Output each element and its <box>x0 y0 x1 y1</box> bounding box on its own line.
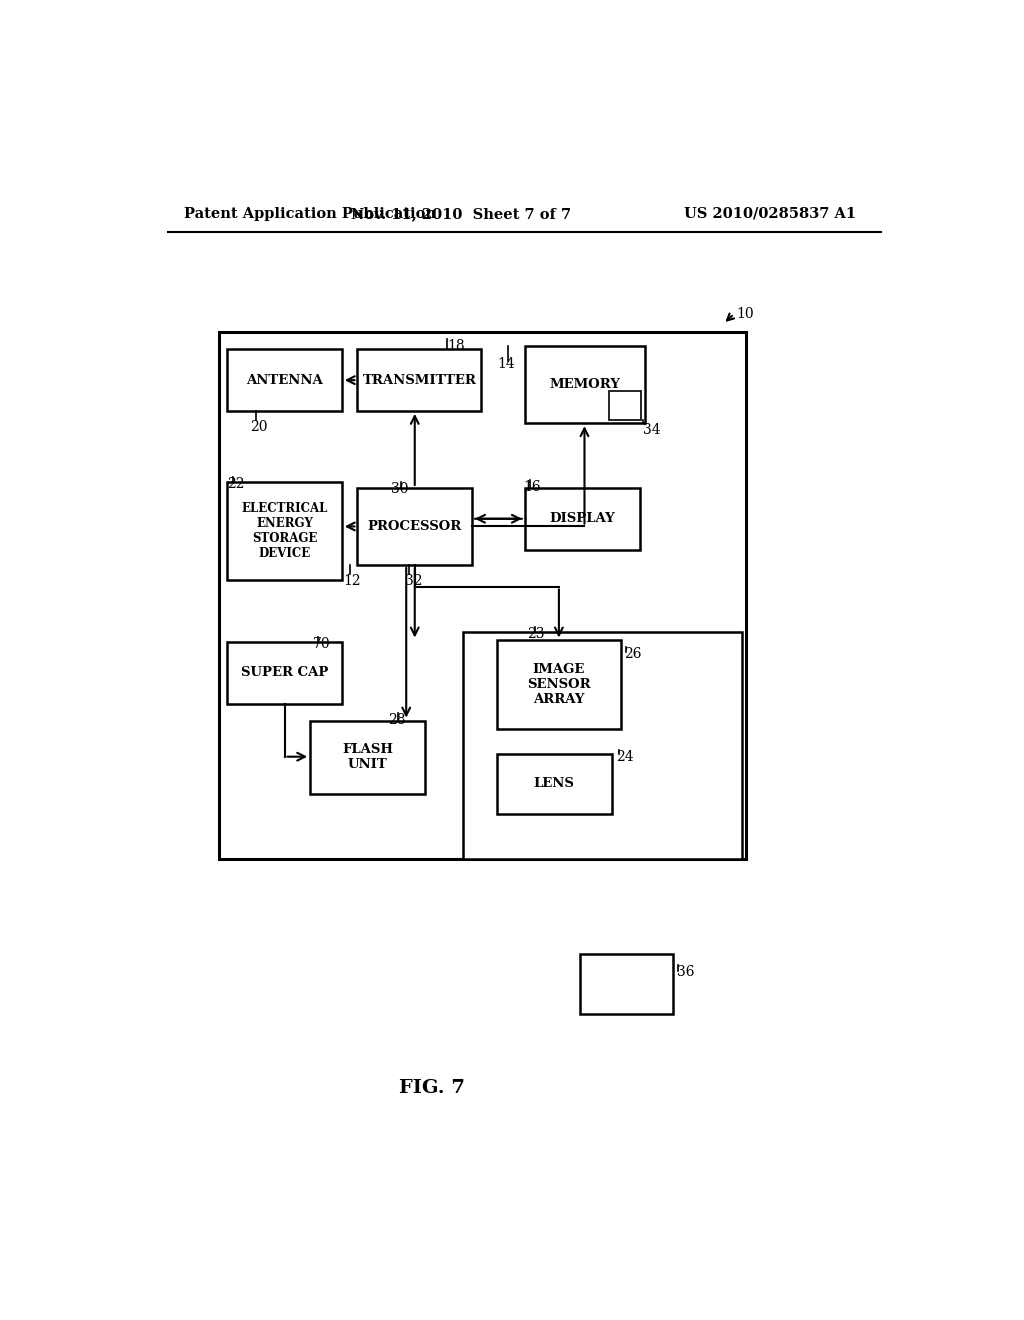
Bar <box>227 482 342 581</box>
Text: 26: 26 <box>624 647 641 660</box>
Text: 70: 70 <box>312 638 330 651</box>
Bar <box>497 754 611 813</box>
Text: 14: 14 <box>497 358 515 371</box>
Text: SUPER CAP: SUPER CAP <box>241 667 329 680</box>
Text: 32: 32 <box>406 574 423 589</box>
Text: 36: 36 <box>677 965 694 979</box>
Text: 10: 10 <box>736 308 754 321</box>
Bar <box>310 721 425 793</box>
Text: US 2010/0285837 A1: US 2010/0285837 A1 <box>684 207 856 220</box>
Text: LENS: LENS <box>534 777 574 791</box>
Text: 12: 12 <box>343 574 361 589</box>
Bar <box>357 488 472 565</box>
Text: ANTENNA: ANTENNA <box>246 374 323 387</box>
Bar <box>524 488 640 549</box>
Text: 24: 24 <box>616 750 634 764</box>
Text: TRANSMITTER: TRANSMITTER <box>362 374 476 387</box>
Bar <box>357 350 481 411</box>
Text: 34: 34 <box>643 422 660 437</box>
Bar <box>227 642 342 704</box>
Bar <box>219 331 746 859</box>
Text: PROCESSOR: PROCESSOR <box>368 520 462 533</box>
Bar <box>497 640 621 729</box>
Text: 23: 23 <box>527 627 545 640</box>
Text: 16: 16 <box>523 480 541 494</box>
Bar <box>580 954 673 1014</box>
Text: Patent Application Publication: Patent Application Publication <box>183 207 436 220</box>
Bar <box>524 346 645 424</box>
Text: FIG. 7: FIG. 7 <box>399 1078 465 1097</box>
Text: Nov. 11, 2010  Sheet 7 of 7: Nov. 11, 2010 Sheet 7 of 7 <box>351 207 571 220</box>
Text: 22: 22 <box>227 478 245 491</box>
Text: ELECTRICAL
ENERGY
STORAGE
DEVICE: ELECTRICAL ENERGY STORAGE DEVICE <box>242 502 328 560</box>
Text: IMAGE
SENSOR
ARRAY: IMAGE SENSOR ARRAY <box>527 663 591 706</box>
Text: 30: 30 <box>391 482 409 496</box>
Text: 28: 28 <box>388 713 406 727</box>
Text: MEMORY: MEMORY <box>549 379 621 391</box>
Text: DISPLAY: DISPLAY <box>549 512 615 525</box>
Text: 18: 18 <box>447 339 465 354</box>
Bar <box>463 632 741 859</box>
Bar <box>227 350 342 411</box>
Text: FLASH
UNIT: FLASH UNIT <box>342 743 393 771</box>
Text: 20: 20 <box>251 420 268 434</box>
Bar <box>608 391 641 420</box>
